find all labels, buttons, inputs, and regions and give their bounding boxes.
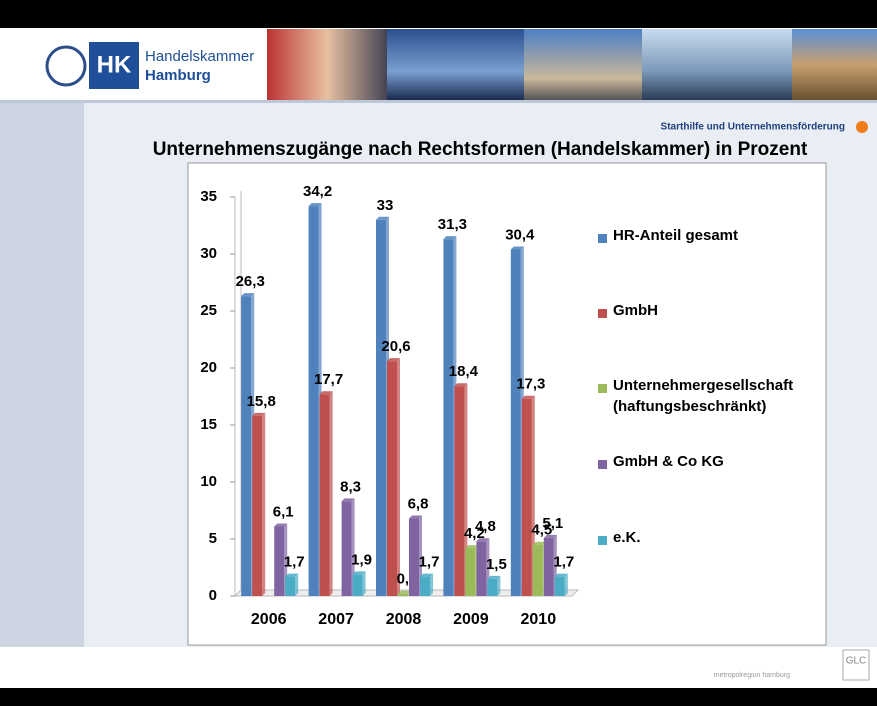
legend-swatch [598,234,607,243]
y-tick-label: 25 [200,302,217,319]
value-label: 8,3 [340,478,361,495]
bar [241,296,251,596]
bar [353,574,363,596]
bar-side [497,576,500,596]
top-bar [0,0,877,28]
legend-label: e.K. [613,527,641,548]
y-tick-label: 20 [200,359,217,376]
header-rule [0,100,877,103]
value-label: 1,7 [553,554,574,571]
bar-side [397,358,400,596]
bar [342,501,352,596]
legend-item: Unternehmergesellschaft (haftungsbeschrä… [598,380,828,417]
bar [465,548,475,596]
bar-side [262,413,265,596]
value-label: 17,7 [314,371,343,388]
legend-label: Unternehmergesellschaft (haftungsbeschrä… [613,375,828,417]
value-label: 31,3 [438,216,467,233]
logo-line: Hamburg [145,67,211,84]
bar [555,577,565,596]
value-label: 1,7 [419,554,440,571]
side-band [0,102,84,647]
chart: HK Handelskammer Hamburg Starthilfe und … [0,0,877,706]
legend-label: GmbH & Co KG [613,451,724,472]
value-label: 33 [377,197,394,214]
x-tick-label: 2007 [318,611,354,628]
bar [544,538,554,596]
bar [252,416,262,596]
legend-label: HR-Anteil gesamt [613,225,738,246]
bar [487,579,497,596]
value-label: 15,8 [247,393,276,410]
x-tick-label: 2008 [386,611,422,628]
legend-swatch [598,460,607,469]
y-tick-label: 30 [200,245,217,262]
value-label: 34,2 [303,183,332,200]
bottom-bar [0,688,877,706]
logo-mark: HK [97,51,132,78]
value-label: 6,1 [273,503,294,520]
legend-item: GmbH & Co KG [598,456,828,472]
section-dot [856,121,868,133]
value-label: 4,8 [475,518,496,535]
bar [398,594,408,596]
photo [267,29,387,100]
value-label: 1,5 [486,556,507,573]
legend-item: HR-Anteil gesamt [598,230,828,246]
photo [524,29,642,100]
bar [376,220,386,596]
legend-swatch [598,536,607,545]
x-tick-label: 2010 [521,611,557,628]
logo-line: Handelskammer [145,48,254,65]
value-label: 17,3 [516,376,545,393]
footer-badge-text: GLC [846,656,867,667]
legend-swatch [598,384,607,393]
bar [274,526,284,596]
x-tick-label: 2006 [251,611,287,628]
bar-side [330,391,333,596]
bar-side [565,574,568,596]
value-label: 1,7 [284,554,305,571]
bar [443,239,453,596]
bar [409,518,419,596]
y-tick-label: 10 [200,473,217,490]
legend-item: GmbH [598,305,828,321]
bar [387,361,397,596]
bar [522,399,532,596]
legend-swatch [598,309,607,318]
y-tick-label: 15 [200,416,217,433]
photo [642,29,792,100]
bar [511,249,521,596]
bar-side [363,571,366,596]
footer-logo: metropolregion hamburg [714,672,790,679]
value-label: 5,1 [542,515,563,532]
legend-item: e.K. [598,532,828,548]
y-tick-label: 35 [200,188,217,205]
slide: HK Handelskammer Hamburg Starthilfe und … [0,0,877,706]
value-label: 18,4 [449,363,479,380]
value-label: 1,9 [351,551,372,568]
photo [387,29,524,100]
bar [320,394,330,596]
bar-side [430,574,433,596]
bar-side [295,574,298,596]
logo-seal [47,47,85,85]
value-label: 6,8 [408,495,429,512]
legend-label: GmbH [613,300,658,321]
y-tick-label: 0 [209,587,217,604]
bar [533,545,543,596]
y-tick-label: 5 [209,530,217,547]
section-label: Starthilfe und Unternehmensförderung [661,122,845,133]
bar [454,386,464,596]
bar [420,577,430,596]
bar [476,541,486,596]
chart-title: Unternehmenszugänge nach Rechtsformen (H… [153,139,808,160]
value-label: 26,3 [236,273,265,290]
value-label: 20,6 [381,338,410,355]
photo [792,29,877,100]
bar [285,577,295,596]
bar [309,206,319,596]
value-label: 30,4 [505,226,535,243]
x-tick-label: 2009 [453,611,489,628]
